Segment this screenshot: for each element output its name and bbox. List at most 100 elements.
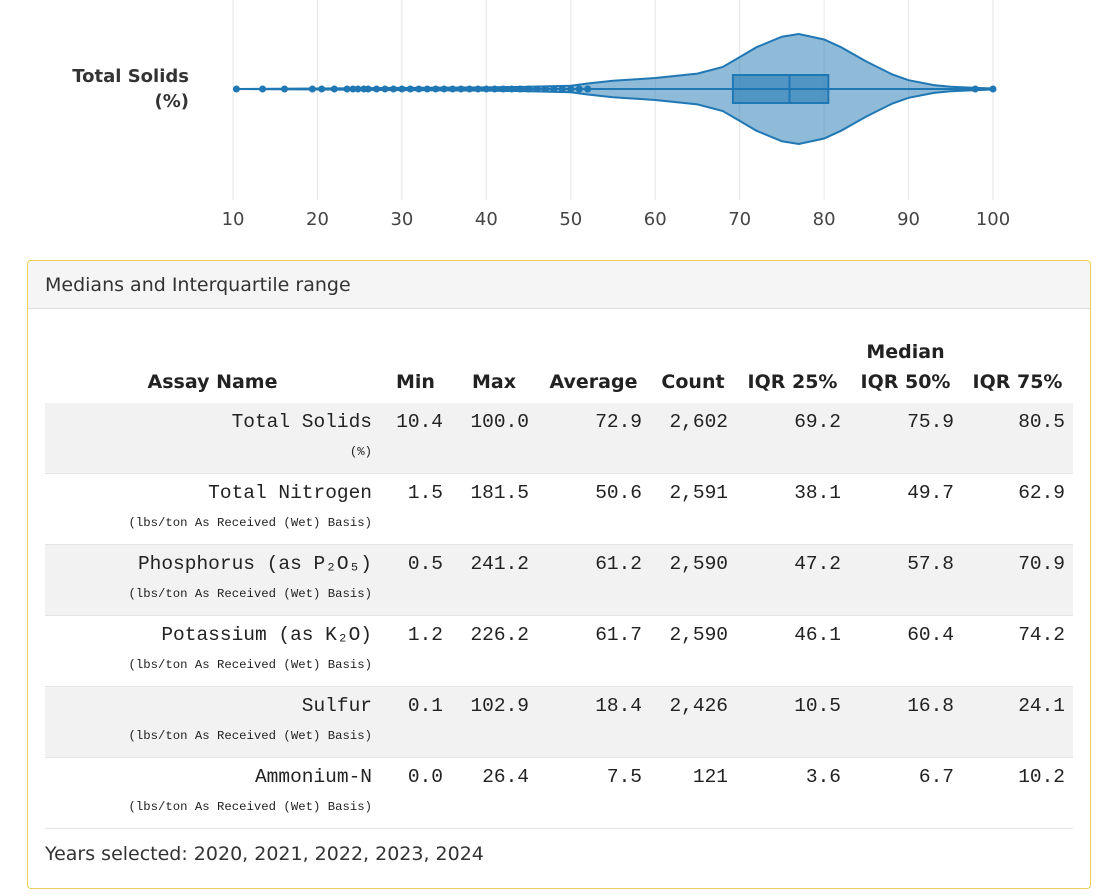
x-tick-label: 80 <box>813 209 836 230</box>
assay-name: Total Solids <box>231 411 372 433</box>
assay-cell: Total Solids (%) <box>45 403 380 474</box>
outlier-point <box>449 85 457 93</box>
value-cell: 2,590 <box>650 544 736 616</box>
assay-unit: (lbs/ton As Received (Wet) Basis) <box>128 658 372 672</box>
column-header-line: Median <box>866 341 945 363</box>
assay-name: Phosphorus (as P₂O₅) <box>137 553 372 575</box>
outlier-point <box>259 85 267 93</box>
value-cell: 10.4 <box>380 403 451 474</box>
outlier-point <box>541 85 549 93</box>
outlier-point <box>406 85 414 93</box>
column-header-line: IQR 50% <box>860 371 951 393</box>
column-header: Count <box>661 371 725 393</box>
panel-title: Medians and Interquartile range <box>28 261 1090 309</box>
assay-unit: (lbs/ton As Received (Wet) Basis) <box>128 587 372 601</box>
value-cell: 241.2 <box>451 544 537 616</box>
value-cell: 1.5 <box>380 473 451 545</box>
assay-cell: Phosphorus (as P₂O₅) (lbs/ton As Received… <box>45 544 380 616</box>
value-cell: 18.4 <box>537 686 650 758</box>
value-cell: 2,591 <box>650 473 736 545</box>
assay-name: Total Nitrogen <box>208 482 372 504</box>
value-cell: 26.4 <box>451 757 537 829</box>
x-tick-label: 20 <box>306 209 329 230</box>
value-cell: 7.5 <box>537 757 650 829</box>
assay-name: Potassium (as K₂O) <box>161 624 372 646</box>
value-cell: 75.9 <box>849 403 962 474</box>
column-header: Average <box>549 371 638 393</box>
outlier-point <box>349 85 357 93</box>
outlier-point <box>364 85 372 93</box>
outlier-point <box>465 85 473 93</box>
box <box>731 74 830 104</box>
value-cell: 1.2 <box>380 615 451 687</box>
table-row: Total Solids (%) 10.4 100.0 72.9 2,602 69.2 75.… <box>45 403 1073 474</box>
assay-cell: Total Nitrogen (lbs/ton As Received (Wet)… <box>45 473 380 545</box>
outlier-point <box>457 85 465 93</box>
column-header: Min <box>396 371 435 393</box>
outlier-point <box>499 85 507 93</box>
outlier-point <box>398 85 406 93</box>
value-cell: 47.2 <box>736 544 849 616</box>
assay-unit: (%) <box>349 445 372 459</box>
value-cell: 121 <box>650 757 736 829</box>
value-cell: 46.1 <box>736 615 849 687</box>
value-cell: 6.7 <box>849 757 962 829</box>
value-cell: 72.9 <box>537 403 650 474</box>
outlier-point <box>550 85 558 93</box>
assay-name: Sulfur <box>301 695 372 717</box>
outlier-point <box>373 85 381 93</box>
value-cell: 10.2 <box>962 757 1073 829</box>
value-cell: 2,590 <box>650 615 736 687</box>
outlier-point <box>423 85 431 93</box>
outlier-point <box>232 85 240 93</box>
outlier-point <box>354 85 362 93</box>
outlier-point <box>575 85 583 93</box>
value-cell: 102.9 <box>451 686 537 758</box>
outlier-point <box>584 85 592 93</box>
value-cell: 24.1 <box>962 686 1073 758</box>
table-row: Ammonium-N (lbs/ton As Received (Wet) Bas… <box>45 757 1073 829</box>
value-cell: 74.2 <box>962 615 1073 687</box>
value-cell: 100.0 <box>451 403 537 474</box>
value-cell: 10.5 <box>736 686 849 758</box>
table-row: Phosphorus (as P₂O₅) (lbs/ton As Received… <box>45 544 1073 616</box>
column-header: IQR 75% <box>972 371 1063 393</box>
value-cell: 226.2 <box>451 615 537 687</box>
summary-panel: Medians and Interquartile range Assay Na… <box>27 260 1091 889</box>
outlier-point <box>525 85 533 93</box>
value-cell: 57.8 <box>849 544 962 616</box>
x-tick-label: 50 <box>559 209 582 230</box>
value-cell: 38.1 <box>736 473 849 545</box>
column-header: Max <box>472 371 516 393</box>
outlier-point <box>415 85 423 93</box>
table-row: Potassium (as K₂O) (lbs/ton As Received (… <box>45 615 1073 687</box>
value-cell: 181.5 <box>451 473 537 545</box>
value-cell: 69.2 <box>736 403 849 474</box>
outlier-point <box>533 85 541 93</box>
assay-cell: Potassium (as K₂O) (lbs/ton As Received (… <box>45 615 380 687</box>
value-cell: 0.1 <box>380 686 451 758</box>
column-header: Assay Name <box>147 371 278 393</box>
column-header: Median IQR 50% <box>849 337 962 403</box>
x-tick-label: 90 <box>897 209 920 230</box>
value-cell: 50.6 <box>537 473 650 545</box>
outlier-point <box>389 85 397 93</box>
footer-text: Years selected: 2020, 2021, 2022, 2023, … <box>45 843 484 865</box>
value-cell: 61.2 <box>537 544 650 616</box>
outlier-point <box>440 85 448 93</box>
value-cell: 49.7 <box>849 473 962 545</box>
outlier-point <box>989 85 997 93</box>
assay-cell: Sulfur (lbs/ton As Received (Wet) Basis) <box>45 686 380 758</box>
outlier-point <box>971 85 979 93</box>
outlier-point <box>343 85 351 93</box>
summary-table: Assay Name Min Max Average Count IQR 25% Media… <box>45 337 1073 829</box>
category-label: (%) <box>155 91 190 112</box>
header-row: Assay Name Min Max Average Count IQR 25% Media… <box>45 337 1073 403</box>
x-tick-label: 60 <box>644 209 667 230</box>
x-tick-label: 40 <box>475 209 498 230</box>
table-row: Total Nitrogen (lbs/ton As Received (Wet)… <box>45 473 1073 545</box>
x-tick-label: 100 <box>976 209 1010 230</box>
value-cell: 0.0 <box>380 757 451 829</box>
assay-name: Ammonium-N <box>254 766 372 788</box>
outlier-point <box>508 85 516 93</box>
